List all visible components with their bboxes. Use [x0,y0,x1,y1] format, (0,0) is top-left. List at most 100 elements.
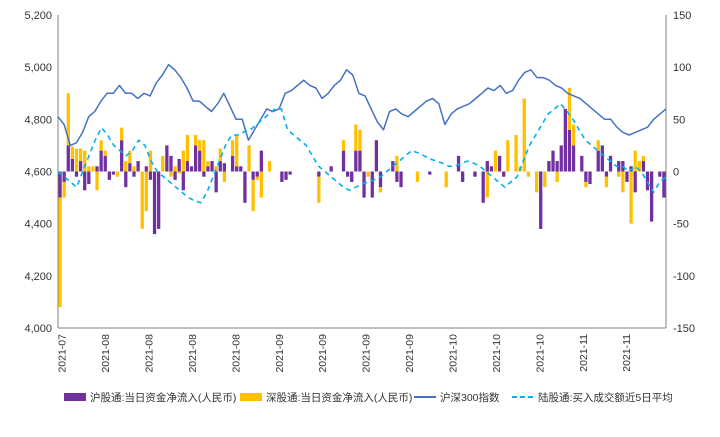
bar-shanghai [456,155,461,172]
bar-shanghai [551,150,555,172]
bar-shenzhen [120,127,124,141]
bar-shenzhen [571,124,576,146]
bar-shenzhen [543,171,547,188]
bar-shanghai [284,171,288,180]
bar-shanghai [317,171,321,177]
bar-shenzhen [62,181,66,198]
bar-shanghai [181,171,185,191]
bar-shanghai [144,166,148,172]
bar-shenzhen [444,171,448,188]
legend-5day-avg-label: 陆股通:买入成交额近5日平均 [538,391,673,404]
bar-shanghai [74,171,79,177]
bar-shanghai [78,161,83,172]
bar-shanghai [391,161,395,172]
bar-shenzhen [604,176,609,188]
bar-shanghai [485,161,489,172]
bar-shanghai [128,163,132,172]
bar-shenzhen [198,140,202,151]
x-tick-label: 2021-09 [274,334,286,373]
bar-shanghai [489,166,494,172]
bar-shenzhen [617,171,621,177]
y-right-tick-label: -150 [673,323,695,335]
bar-shanghai [173,171,177,180]
bar-shanghai [358,150,362,172]
bar-shenzhen [247,145,251,172]
bar-shanghai [136,161,140,172]
bar-shenzhen [214,166,218,172]
y-left-tick-label: 5,200 [24,10,52,22]
bar-shenzhen [58,197,62,308]
bar-shenzhen [103,150,107,156]
bar-shenzhen [341,140,346,151]
bar-shanghai [604,171,609,177]
bar-shanghai [633,171,637,193]
bar-shenzhen [115,171,120,177]
bar-shenzhen [596,140,600,151]
bar-shanghai [210,161,214,172]
x-tick-label: 2021-09 [361,334,373,373]
bar-shenzhen [555,171,559,182]
bar-shenzhen [534,171,539,193]
bar-shanghai [193,145,198,172]
bar-shanghai [280,171,284,182]
legend-shanghai-label: 沪股通:当日资金净流入(人民币) [90,391,236,404]
bar-shanghai [497,155,502,172]
bar-shanghai [251,171,255,180]
bar-shanghai [362,171,366,198]
bar-shanghai [206,166,210,172]
bar-shanghai [111,171,116,175]
bar-shenzhen [99,140,103,151]
bar-shenzhen [181,150,185,172]
bar-shanghai [177,158,181,172]
x-tick-label: 2021-09 [317,334,329,373]
bar-shanghai [658,171,662,177]
x-tick-label: 2021-11 [578,334,590,372]
bar-shanghai [202,171,206,177]
x-tick-label: 2021-08 [100,334,112,373]
bar-shanghai [165,145,169,172]
bar-shanghai [66,145,70,172]
bar-shenzhen [506,140,510,172]
bar-shanghai [132,171,136,177]
bar-shanghai [596,150,600,172]
bar-shanghai [185,161,190,172]
bar-shanghai [547,161,551,172]
bar-shenzhen [78,148,83,162]
lines-group [57,63,667,204]
bar-shanghai [584,171,588,182]
y-right-tick-label: 0 [673,167,679,179]
bar-shenzhen [91,166,95,172]
bar-shanghai [354,150,358,172]
bar-shanghai [567,129,572,172]
y-left-tick-label: 4,800 [24,114,52,126]
bar-shenzhen [66,93,70,146]
bar-shanghai [70,158,75,172]
bar-shanghai [473,171,477,177]
y-left-tick-label: 5,000 [24,62,52,74]
bar-shenzhen [169,171,173,177]
bar-shanghai [350,171,354,182]
bar-shenzhen [526,171,531,177]
bar-shanghai [222,163,227,172]
bar-shanghai [502,171,506,177]
bar-shenzhen [567,88,572,130]
bar-shenzhen [378,187,383,193]
bar-shenzhen [177,171,181,174]
bar-shenzhen [485,171,489,198]
bar-shanghai [600,145,604,172]
bar-shanghai [345,171,350,177]
bar-shenzhen [161,155,165,172]
bar-shenzhen [259,171,263,198]
y-right-tick-label: -50 [673,219,689,231]
bar-shanghai [99,150,103,172]
bar-shenzhen [83,150,87,172]
bar-shanghai [107,171,111,180]
bar-shenzhen [637,161,641,172]
bar-shanghai [649,171,654,222]
bar-shanghai [255,171,259,177]
bar-shanghai [230,155,235,172]
bar-shenzhen [267,161,272,172]
legend-shenzhen-label: 深股通:当日资金净流入(人民币) [266,391,412,404]
